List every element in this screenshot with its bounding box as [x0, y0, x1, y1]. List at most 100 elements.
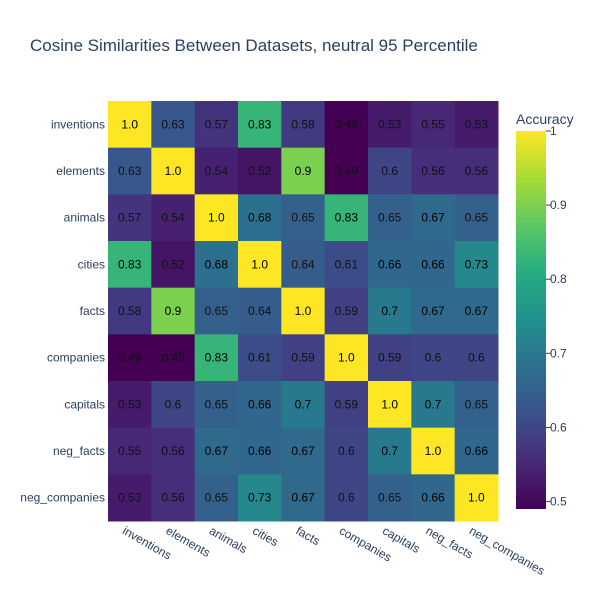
cell-value-label: 0.58: [291, 117, 315, 131]
heatmap-cell-elements-capitals: [368, 147, 412, 195]
heatmap-cell-cities-neg_facts: [411, 241, 456, 289]
heatmap-cell-companies-inventions: [108, 334, 152, 382]
cell-value-label: 0.59: [335, 397, 359, 411]
heatmap-cell-cities-capitals: [368, 241, 412, 289]
heatmap-cell-neg_companies-capitals: [368, 474, 412, 522]
heatmap-cell-inventions-companies: [324, 101, 369, 149]
cell-value-label: 0.66: [421, 257, 445, 271]
heatmap-cell-neg_companies-neg_companies: [454, 474, 499, 522]
cell-value-label: 0.55: [118, 444, 142, 458]
cell-value-label: 0.65: [205, 491, 229, 505]
y-axis-ticks: inventions elements animals cities facts comp…: [20, 117, 105, 504]
y-tick-label: neg_facts: [53, 444, 105, 458]
heatmap-cell-cities-neg_companies: [454, 241, 499, 289]
cell-value-label: 0.68: [205, 257, 229, 271]
heatmap-cell-elements-cities: [238, 147, 282, 195]
heatmap-cell-cities-inventions: [108, 241, 152, 289]
heatmap-cell-inventions-animals: [194, 101, 239, 149]
heatmap-cell-neg_facts-companies: [324, 427, 369, 475]
cell-value-label: 0.67: [291, 444, 315, 458]
cell-value-label: 0.65: [378, 211, 402, 225]
cell-value-label: 1.0: [338, 351, 355, 365]
heatmap-cell-inventions-elements: [151, 101, 196, 149]
heatmap-cell-animals-capitals: [368, 194, 412, 242]
colorbar-tick-label: 0.6: [550, 420, 567, 434]
heatmap-cell-neg_facts-neg_companies: [454, 427, 499, 475]
heatmap-cells: [108, 101, 499, 522]
heatmap-cell-neg_companies-inventions: [108, 474, 152, 522]
heatmap-cell-facts-animals: [194, 287, 239, 335]
heatmap-cell-capitals-inventions: [108, 381, 152, 429]
cell-value-label: 0.57: [205, 117, 229, 131]
heatmap-cell-capitals-capitals: [368, 381, 412, 429]
cell-value-label: 0.7: [425, 397, 442, 411]
colorbar-ticks: 0.5 0.6 0.7 0.8 0.9 1: [546, 124, 567, 509]
colorbar-tick-label: 0.8: [550, 272, 567, 286]
heatmap-cell-companies-animals: [194, 334, 239, 382]
cell-value-label: 0.65: [465, 397, 489, 411]
x-tick-label: inventions: [120, 523, 174, 562]
cell-value-label: 0.66: [465, 444, 489, 458]
x-tick-label: cities: [250, 523, 281, 549]
heatmap-cell-neg_companies-companies: [324, 474, 369, 522]
cell-value-label: 0.7: [381, 444, 398, 458]
cell-value-label: 1.0: [121, 117, 138, 131]
x-tick-label: facts: [294, 523, 323, 548]
cell-value-label: 0.63: [161, 117, 185, 131]
cell-value-label: 0.67: [465, 304, 489, 318]
cell-value-label: 0.67: [421, 211, 445, 225]
y-tick-label: facts: [80, 304, 105, 318]
cell-value-label: 0.57: [118, 211, 142, 225]
cell-value-label: 0.56: [161, 444, 185, 458]
heatmap-cell-neg_companies-elements: [151, 474, 196, 522]
heatmap-cell-facts-cities: [238, 287, 282, 335]
cell-value-label: 0.58: [118, 304, 142, 318]
heatmap-cell-elements-inventions: [108, 147, 152, 195]
heatmap-cell-neg_companies-facts: [281, 474, 326, 522]
cell-value-label: 0.49: [118, 351, 142, 365]
heatmap-cell-facts-neg_companies: [454, 287, 499, 335]
cell-value-label: 0.66: [248, 444, 272, 458]
cell-value-label: 0.61: [248, 351, 272, 365]
cell-value-label: 0.83: [248, 117, 272, 131]
heatmap-cell-capitals-animals: [194, 381, 239, 429]
heatmap-cell-capitals-elements: [151, 381, 196, 429]
heatmap-cell-neg_facts-cities: [238, 427, 282, 475]
cell-value-label: 0.6: [425, 351, 442, 365]
heatmap-cell-facts-elements: [151, 287, 196, 335]
cell-value-label: 0.7: [295, 397, 312, 411]
cell-value-label: 0.64: [248, 304, 272, 318]
heatmap-cell-neg_facts-facts: [281, 427, 326, 475]
heatmap-cell-companies-cities: [238, 334, 282, 382]
cell-value-label: 0.56: [161, 491, 185, 505]
cell-value-label: 0.9: [295, 164, 312, 178]
heatmap-cell-capitals-neg_companies: [454, 381, 499, 429]
heatmap-cell-companies-companies: [324, 334, 369, 382]
cell-value-label: 0.65: [205, 304, 229, 318]
chart-title: Cosine Similarities Between Datasets, ne…: [30, 36, 478, 55]
cell-value-label: 0.6: [338, 444, 355, 458]
heatmap-cell-cities-elements: [151, 241, 196, 289]
colorbar: [516, 131, 546, 509]
y-tick-label: animals: [64, 211, 105, 225]
colorbar-tick-label: 1: [550, 124, 557, 138]
cell-value-label: 0.66: [248, 397, 272, 411]
heatmap-cell-inventions-facts: [281, 101, 326, 149]
heatmap-cell-companies-neg_facts: [411, 334, 456, 382]
cell-value-label: 0.67: [421, 304, 445, 318]
heatmap-cell-neg_facts-inventions: [108, 427, 152, 475]
heatmap-cell-cities-animals: [194, 241, 239, 289]
heatmap-cell-cities-companies: [324, 241, 369, 289]
x-tick-label: neg_facts: [424, 523, 476, 561]
cell-value-label: 0.49: [335, 164, 359, 178]
heatmap-cell-inventions-inventions: [108, 101, 152, 149]
cell-value-label: 0.65: [291, 211, 315, 225]
cell-value-label: 0.6: [165, 397, 182, 411]
heatmap-cell-animals-neg_facts: [411, 194, 456, 242]
heatmap-cell-animals-facts: [281, 194, 326, 242]
cell-value-label: 0.6: [468, 351, 485, 365]
heatmap-cell-elements-animals: [194, 147, 239, 195]
heatmap-cell-inventions-neg_companies: [454, 101, 499, 149]
cell-value-label: 0.59: [378, 351, 402, 365]
